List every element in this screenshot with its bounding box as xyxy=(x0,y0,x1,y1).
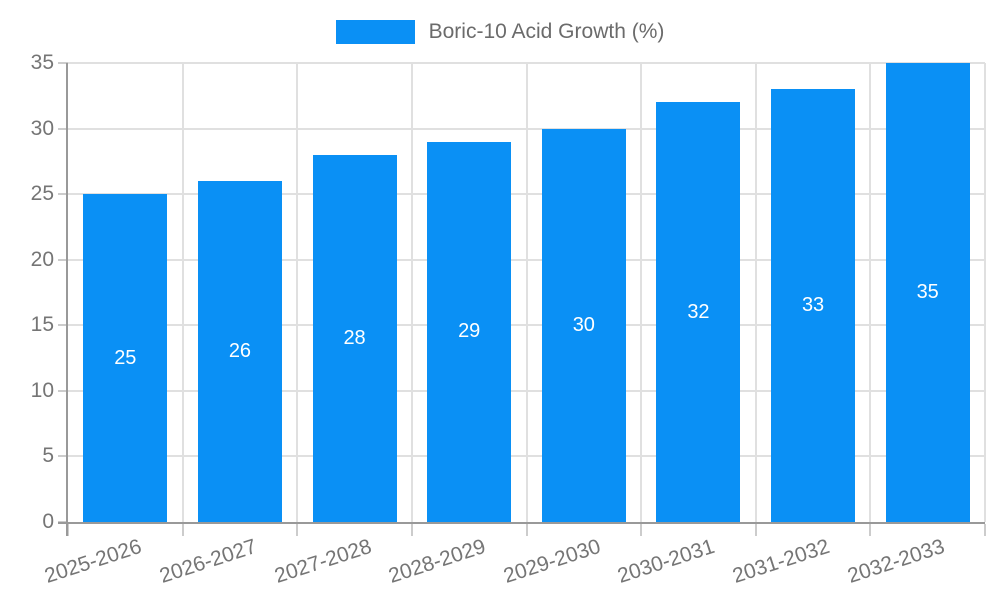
x-tick xyxy=(525,524,528,536)
y-tick xyxy=(58,62,68,64)
x-gridline xyxy=(640,63,643,522)
bar[interactable]: 35 xyxy=(885,63,970,522)
x-tick xyxy=(984,524,986,536)
x-tick xyxy=(869,524,872,536)
x-gridline xyxy=(984,63,986,522)
y-tick-label: 20 xyxy=(30,247,54,271)
x-tick xyxy=(410,524,413,536)
bar-value-label: 30 xyxy=(572,313,595,336)
x-tick xyxy=(67,524,69,536)
plot-area: 25 26 28 29 30 32 33 35 xyxy=(68,62,986,522)
bar-value-label: 28 xyxy=(343,326,366,349)
x-gridline xyxy=(410,63,413,522)
bar[interactable]: 32 xyxy=(656,102,741,522)
x-tick xyxy=(296,524,299,536)
y-tick xyxy=(58,193,68,196)
y-tick xyxy=(58,455,68,458)
x-gridline xyxy=(181,63,184,522)
bar-value-label: 29 xyxy=(458,320,481,343)
y-tick-label: 5 xyxy=(42,444,54,468)
bar-value-label: 32 xyxy=(687,300,710,323)
x-gridline xyxy=(869,63,872,522)
x-gridline xyxy=(525,63,528,522)
y-tick-label: 25 xyxy=(30,182,54,206)
bar-value-label: 35 xyxy=(916,281,939,303)
y-tick xyxy=(58,127,68,130)
bar-value-label: 25 xyxy=(114,346,137,369)
y-tick-label: 35 xyxy=(30,51,54,74)
y-tick xyxy=(58,324,68,327)
bar-value-label: 33 xyxy=(801,294,825,317)
bar[interactable]: 30 xyxy=(541,128,626,522)
bar[interactable]: 26 xyxy=(197,181,282,522)
bar[interactable]: 28 xyxy=(312,154,397,522)
bar[interactable]: 33 xyxy=(771,89,856,522)
x-tick xyxy=(181,524,184,536)
bar-value-label: 26 xyxy=(228,340,252,362)
x-axis-line xyxy=(58,522,985,524)
y-tick-label: 15 xyxy=(30,313,54,337)
y-tick xyxy=(58,258,68,261)
legend-swatch xyxy=(335,20,415,44)
y-tick-label: 30 xyxy=(30,116,54,140)
x-gridline xyxy=(754,63,757,522)
y-tick-label: 10 xyxy=(30,378,54,402)
legend-label: Boric-10 Acid Growth (%) xyxy=(428,20,665,43)
y-tick xyxy=(58,389,68,392)
bar[interactable]: 25 xyxy=(83,194,168,522)
y-tick-label: 0 xyxy=(42,510,54,533)
y-axis-line xyxy=(66,63,68,536)
x-tick xyxy=(640,524,643,536)
x-gridline xyxy=(296,63,299,522)
bar[interactable]: 29 xyxy=(427,141,512,522)
legend[interactable]: Boric-10 Acid Growth (%) xyxy=(0,18,1000,46)
x-tick xyxy=(754,524,757,536)
